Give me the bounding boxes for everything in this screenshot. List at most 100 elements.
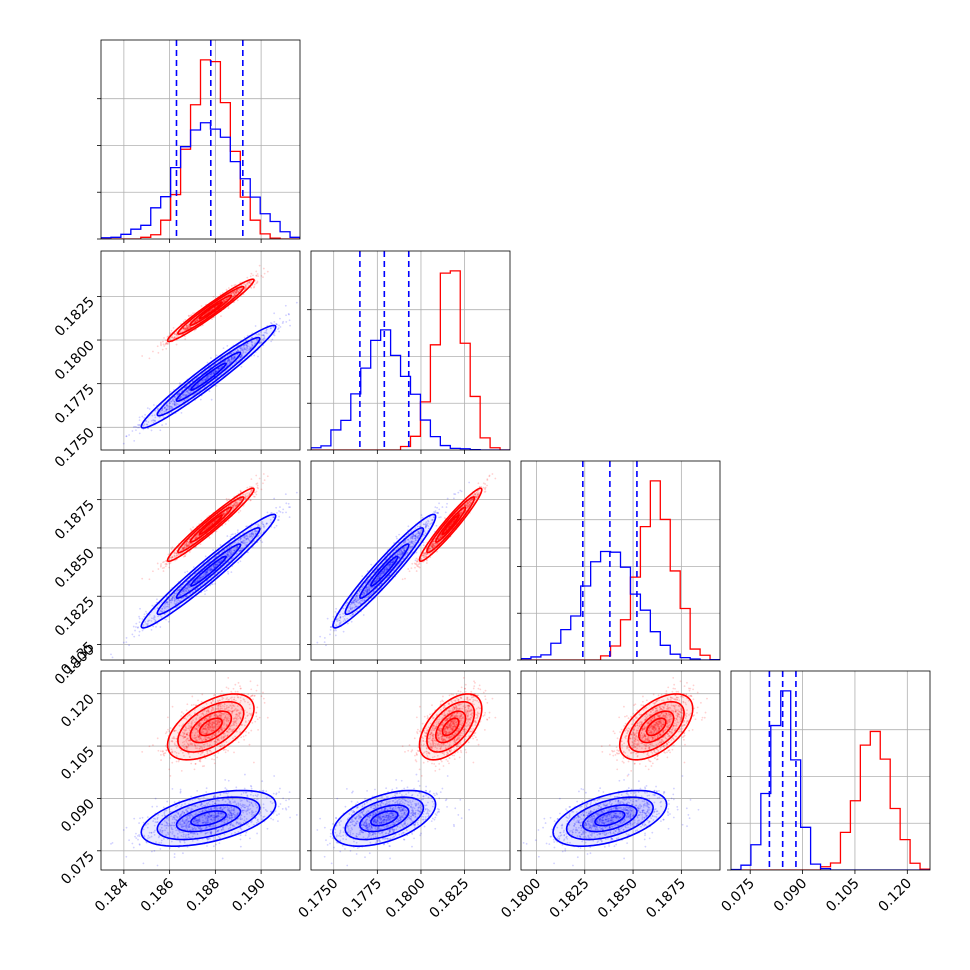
- scatter-point: [227, 358, 230, 361]
- scatter-point: [195, 536, 198, 539]
- scatter-point: [262, 339, 265, 342]
- scatter-point: [287, 313, 290, 315]
- scatter-point: [225, 298, 228, 300]
- scatter-point: [171, 546, 174, 549]
- scatter-point: [228, 505, 230, 508]
- scatter-point: [189, 314, 192, 317]
- scatter-point: [128, 644, 130, 647]
- scatter-point: [213, 520, 216, 523]
- scatter-point: [161, 408, 164, 410]
- scatter-point: [159, 626, 162, 628]
- scatter-point: [206, 526, 209, 529]
- scatter-point: [249, 485, 251, 488]
- scatter-point: [195, 319, 198, 322]
- scatter-point: [184, 318, 187, 321]
- scatter-point: [229, 361, 231, 364]
- scatter-point: [285, 321, 288, 323]
- scatter-point: [225, 510, 228, 512]
- scatter-point: [249, 282, 251, 285]
- scatter-point: [244, 351, 247, 354]
- scatter-point: [164, 406, 166, 409]
- scatter-point: [228, 353, 230, 356]
- scatter-point: [236, 501, 239, 504]
- scatter-point: [256, 281, 259, 284]
- scatter-point: [227, 359, 229, 362]
- scatter-point: [146, 407, 149, 410]
- scatter-point: [137, 424, 139, 426]
- scatter-point: [186, 327, 189, 330]
- scatter-point: [275, 323, 278, 326]
- scatter-point: [281, 322, 284, 324]
- scatter-point: [240, 499, 242, 501]
- scatter-point: [219, 544, 222, 546]
- scatter-point: [211, 522, 213, 525]
- scatter-point: [183, 327, 186, 329]
- scatter-point: [236, 350, 239, 353]
- scatter-point: [222, 512, 225, 515]
- scatter-point: [246, 334, 249, 337]
- contour-series-0: [198, 301, 223, 320]
- scatter-point: [236, 289, 238, 292]
- scatter-point: [204, 378, 207, 380]
- scatter-point: [232, 295, 235, 298]
- scatter-point: [242, 493, 245, 496]
- scatter-point: [257, 333, 259, 336]
- scatter-point: [141, 629, 144, 632]
- scatter-point: [235, 291, 237, 294]
- scatter-point: [173, 396, 176, 399]
- scatter-point: [159, 341, 162, 344]
- scatter-point: [231, 506, 234, 509]
- scatter-point: [186, 545, 189, 548]
- scatter-point: [237, 290, 239, 293]
- scatter-point: [138, 621, 141, 624]
- scatter-point: [186, 326, 189, 329]
- scatter-point: [136, 426, 139, 429]
- panel-2-1: [307, 460, 511, 664]
- scatter-point: [255, 530, 258, 532]
- scatter-point: [245, 286, 247, 289]
- scatter-point: [240, 354, 243, 357]
- scatter-point: [246, 495, 248, 498]
- scatter-point: [263, 331, 266, 334]
- scatter-point: [235, 289, 238, 292]
- scatter-point: [250, 341, 253, 344]
- scatter-point: [269, 327, 272, 330]
- scatter-point: [212, 372, 214, 374]
- contour-series-1: [140, 324, 277, 429]
- scatter-point: [190, 529, 193, 532]
- scatter-point: [205, 527, 208, 530]
- scatter-point: [150, 419, 153, 422]
- scatter-point: [206, 376, 209, 379]
- scatter-point: [165, 404, 168, 407]
- scatter-point: [185, 324, 188, 327]
- scatter-point: [226, 499, 229, 502]
- scatter-point: [185, 542, 188, 545]
- scatter-point: [243, 347, 246, 350]
- panel-1-1: [307, 250, 511, 454]
- scatter-point: [211, 372, 213, 375]
- scatter-point: [173, 552, 176, 555]
- scatter-point: [275, 524, 278, 527]
- scatter-point: [243, 287, 246, 290]
- scatter-point: [206, 526, 209, 529]
- scatter-point: [194, 320, 196, 323]
- scatter-point: [233, 356, 236, 359]
- scatter-point: [214, 371, 217, 374]
- scatter-point: [175, 554, 178, 557]
- scatter-point: [233, 292, 236, 295]
- scatter-point: [233, 503, 236, 506]
- scatter-point: [173, 337, 175, 340]
- scatter-point: [158, 416, 161, 419]
- scatter-point: [151, 414, 154, 417]
- scatter-point: [233, 506, 235, 509]
- scatter-point: [154, 420, 157, 423]
- scatter-point: [155, 625, 157, 628]
- scatter-point: [228, 360, 231, 363]
- scatter-point: [110, 653, 112, 656]
- scatter-point: [163, 406, 166, 409]
- scatter-point: [246, 347, 249, 350]
- scatter-point: [125, 435, 128, 438]
- scatter-point: [162, 340, 164, 343]
- scatter-point: [179, 397, 181, 400]
- scatter-point: [233, 284, 236, 287]
